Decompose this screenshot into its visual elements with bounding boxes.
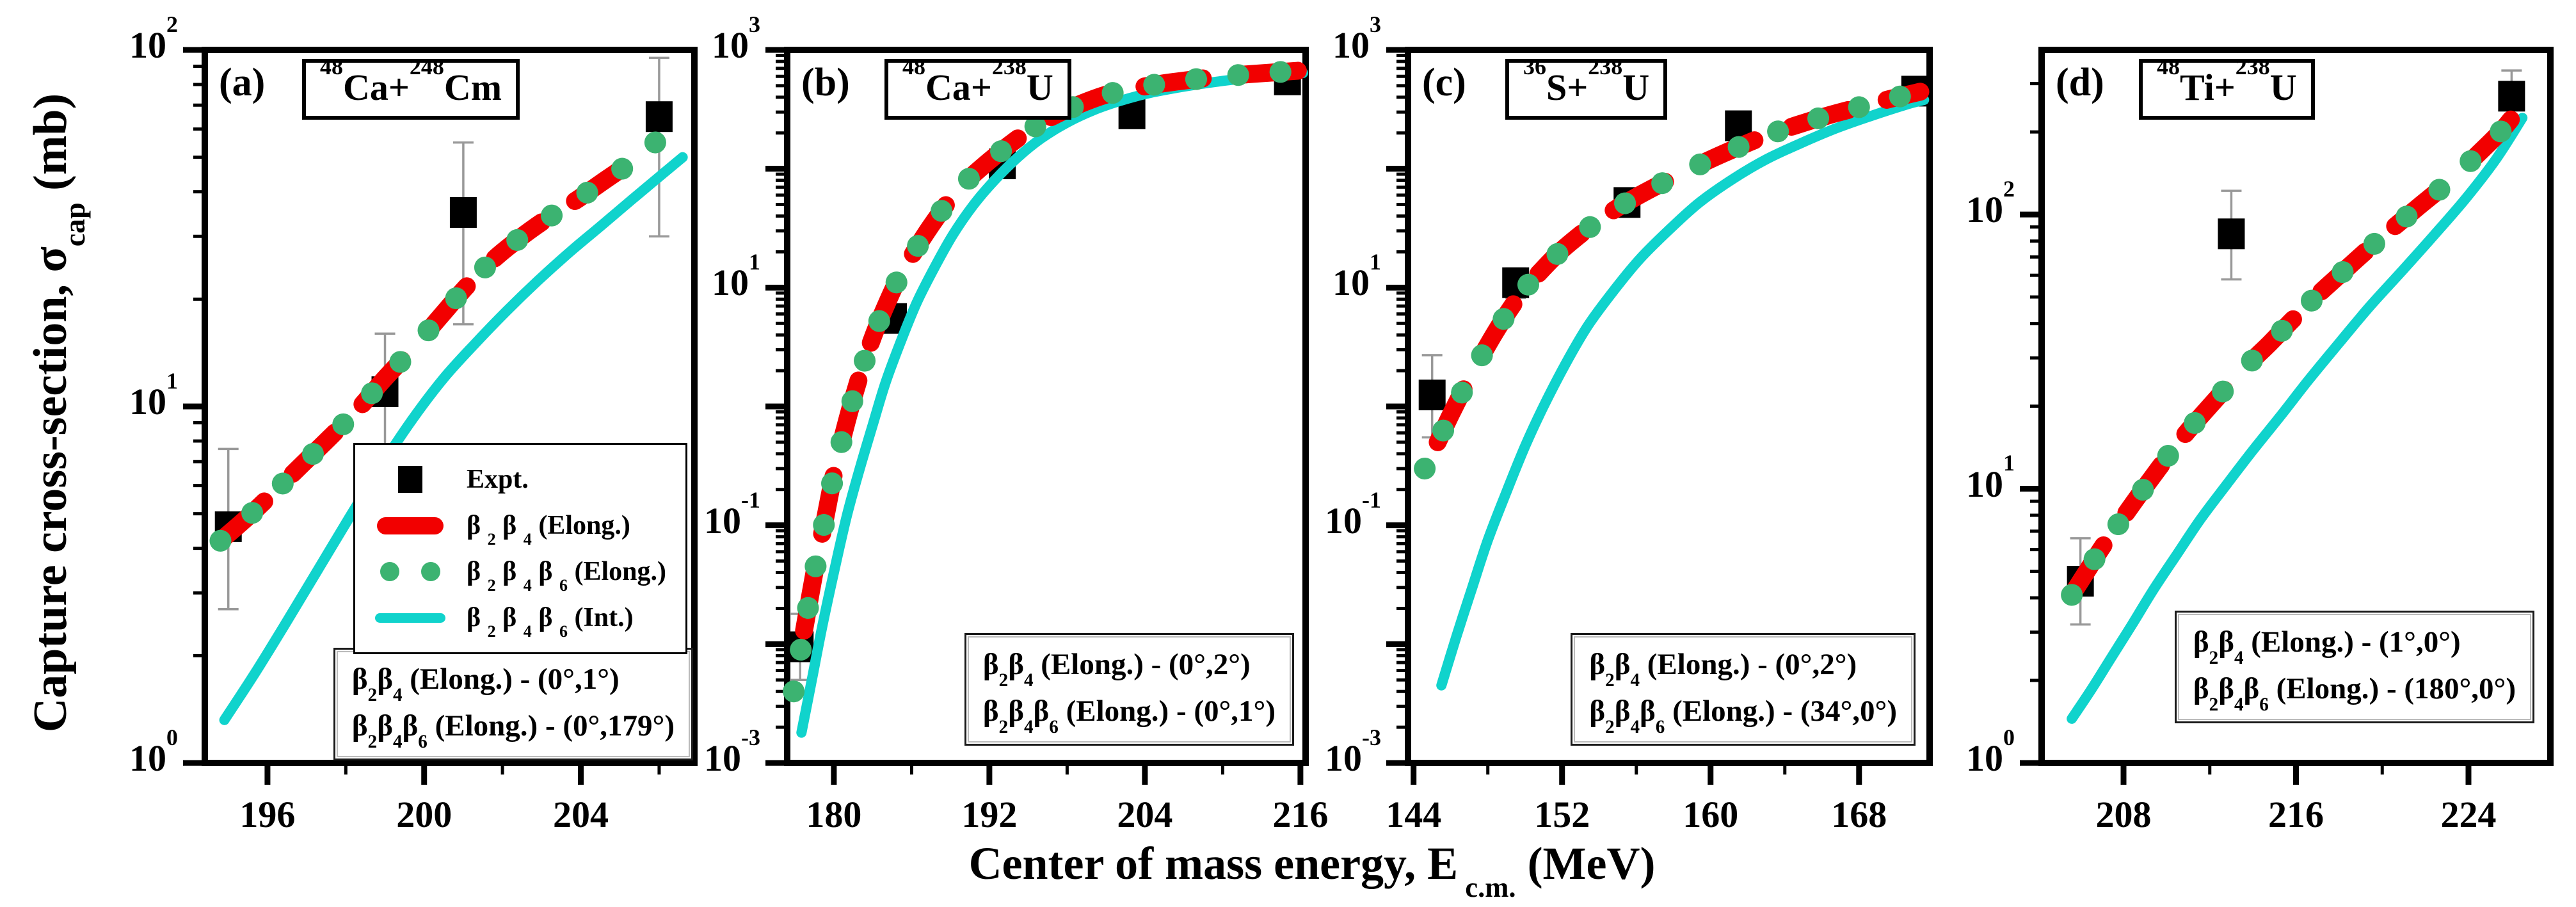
elong-red-curve [795,61,1307,640]
note-line-1: β2β4 (Elong.) - (1°,0°) [2193,625,2461,668]
y-tick-label: 102 [129,11,178,66]
note-line-2: β2β4β6 (Elong.) - (180°,0°) [2193,672,2516,715]
red-dash-icon [377,517,444,534]
panel-letter-d: (d) [2056,61,2104,104]
note-line-2: β2β4β6 (Elong.) - (0°,1°) [982,694,1276,737]
y-tick-label: 101 [1332,249,1381,304]
elong-green-curve [2061,93,2534,606]
x-axis-label: Center of mass energy, E c.m. (MeV) [968,838,1656,903]
legend-item: Expt. [372,456,666,502]
panel-letter-b: (b) [801,61,850,104]
x-tick-label: 168 [1831,794,1887,835]
panel-title-b: 48Ca+238U [884,55,1071,120]
legend-marker [372,613,449,623]
x-tick-label: 224 [2440,794,2497,835]
x-tick-label: 196 [239,794,296,835]
elong-red-curve [1428,83,1930,451]
legend-marker [372,517,449,534]
y-tick-label: 10-1 [1325,486,1381,542]
panel-title-c: 36S+238U [1505,55,1668,120]
x-tick-label: 204 [553,794,609,835]
panel-title-d: 48Ti+238U [2139,55,2315,120]
x-tick-label: 208 [2095,794,2152,835]
legend-item: β 2 β 4 β 6 (Int.) [372,595,666,641]
note-box-b: β2β4 (Elong.) - (0°,2°) β2β4β6 (Elong.) -… [964,633,1294,746]
y-tick-label: 101 [1966,450,2015,505]
int-curve [219,152,688,725]
panel-title-a: 48Ca+248Cm [302,55,520,120]
legend-marker [372,466,449,493]
elong-green-curve [1414,81,1932,480]
expt-point [645,101,673,132]
expt-point [2218,218,2245,250]
int-curve [2067,113,2528,724]
elong-green-curve [783,60,1309,703]
legend-label: β 2 β 4 β 6 (Elong.) [467,557,666,595]
y-tick-label: 10-3 [1325,724,1381,779]
cyan-line-icon [375,613,445,623]
legend-marker [372,562,449,581]
y-tick-label: 100 [129,724,178,779]
x-tick-label: 216 [2268,794,2324,835]
note-line-1: β2β4 (Elong.) - (0°,2°) [982,648,1251,691]
elong-red-curve [2063,95,2532,604]
int-curve [1436,95,1930,691]
note-line-2: β2β4β6 (Elong.) - (0°,179°) [351,709,675,752]
legend: Expt. β 2 β 4 (Elong.) β 2 β 4 β 6 (Elong.… [353,443,687,654]
y-tick-label: 103 [1332,11,1381,66]
y-tick-label: 101 [129,367,178,422]
y-tick-label: 10-3 [704,724,760,779]
x-tick-label: 144 [1386,794,1442,835]
x-tick-label: 180 [806,794,862,835]
legend-label: β 2 β 4 β 6 (Int.) [467,603,634,641]
x-tick-label: 204 [1117,794,1173,835]
elong-green-curve [209,113,686,552]
legend-label: Expt. [467,465,529,494]
legend-item: β 2 β 4 (Elong.) [372,502,666,549]
legend-label: β 2 β 4 (Elong.) [467,511,630,549]
x-tick-label: 192 [961,794,1018,835]
x-tick-label: 152 [1534,794,1590,835]
note-box-c: β2β4 (Elong.) - (0°,2°) β2β4β6 (Elong.) -… [1571,633,1916,746]
x-tick-label: 160 [1683,794,1739,835]
note-box-a: β2β4 (Elong.) - (0°,1°) β2β4β6 (Elong.) -… [333,648,693,760]
expt-point [2498,81,2525,112]
note-box-d: β2β4 (Elong.) - (1°,0°) β2β4β6 (Elong.) -… [2174,611,2534,723]
x-tick-label: 200 [396,794,452,835]
expt-point [449,197,477,228]
y-tick-label: 100 [1966,724,2015,779]
note-line-2: β2β4β6 (Elong.) - (34°,0°) [1589,694,1897,737]
note-line-1: β2β4 (Elong.) - (0°,2°) [1589,648,1857,691]
panel-letter-c: (c) [1422,61,1466,104]
y-tick-label: 101 [712,249,760,304]
panel-letter-a: (a) [219,61,266,104]
y-tick-label: 10-1 [704,486,760,542]
y-tick-label: 102 [1966,175,2015,231]
note-line-1: β2β4 (Elong.) - (0°,1°) [351,662,620,705]
expt-square-icon [398,466,422,493]
green-dots-icon [380,562,440,581]
x-tick-label: 216 [1272,794,1329,835]
legend-item: β 2 β 4 β 6 (Elong.) [372,549,666,595]
y-tick-label: 103 [712,11,760,66]
expt-point [1418,380,1446,411]
